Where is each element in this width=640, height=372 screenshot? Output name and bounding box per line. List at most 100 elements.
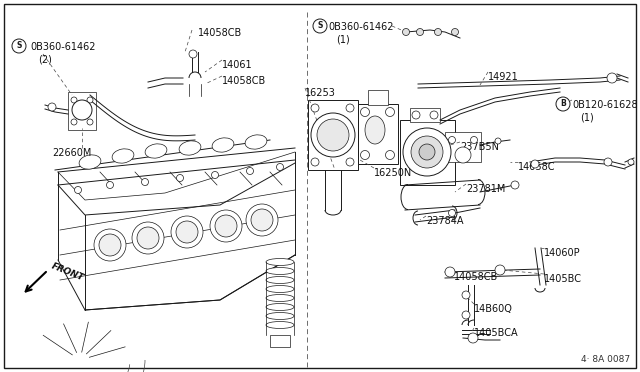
Circle shape: [403, 128, 451, 176]
Bar: [368, 90, 388, 105]
Circle shape: [72, 100, 92, 120]
Circle shape: [48, 103, 56, 111]
Circle shape: [417, 29, 424, 35]
Circle shape: [468, 333, 478, 343]
Text: 16250N: 16250N: [374, 168, 412, 178]
Text: FRONT: FRONT: [50, 262, 85, 283]
Circle shape: [246, 204, 278, 236]
Circle shape: [12, 39, 26, 53]
Ellipse shape: [245, 135, 267, 149]
Circle shape: [215, 215, 237, 237]
Circle shape: [210, 210, 242, 242]
Ellipse shape: [266, 321, 294, 328]
Circle shape: [445, 267, 455, 277]
Circle shape: [171, 216, 203, 248]
Text: 16253: 16253: [305, 88, 336, 98]
Circle shape: [451, 29, 458, 35]
Circle shape: [531, 160, 539, 168]
Text: 0B360-61462: 0B360-61462: [328, 22, 394, 32]
Ellipse shape: [112, 149, 134, 163]
Text: (1): (1): [336, 34, 349, 44]
Circle shape: [177, 174, 184, 182]
Circle shape: [87, 119, 93, 125]
Circle shape: [385, 108, 394, 116]
Text: (1): (1): [580, 112, 594, 122]
Bar: [308, 100, 358, 170]
Text: S: S: [16, 42, 22, 51]
Text: 0B360-61462: 0B360-61462: [30, 42, 95, 52]
Bar: [68, 92, 96, 130]
Circle shape: [311, 113, 355, 157]
Circle shape: [311, 104, 319, 112]
Circle shape: [137, 227, 159, 249]
Ellipse shape: [266, 267, 294, 275]
Text: 23781M: 23781M: [466, 184, 506, 194]
Text: 14921: 14921: [488, 72, 519, 82]
Text: B: B: [560, 99, 566, 109]
Circle shape: [71, 97, 77, 103]
Circle shape: [360, 151, 369, 160]
Text: 23784A: 23784A: [426, 216, 463, 226]
Circle shape: [313, 19, 327, 33]
Circle shape: [419, 144, 435, 160]
Circle shape: [246, 167, 253, 174]
Text: 237B5N: 237B5N: [460, 142, 499, 152]
Ellipse shape: [179, 141, 201, 155]
Circle shape: [176, 221, 198, 243]
Circle shape: [462, 311, 470, 319]
Text: S: S: [317, 22, 323, 31]
Text: 4· 8A 0087: 4· 8A 0087: [581, 355, 630, 364]
Circle shape: [403, 29, 410, 35]
Ellipse shape: [266, 285, 294, 292]
Ellipse shape: [212, 138, 234, 152]
Circle shape: [495, 138, 501, 144]
Text: 14058CB: 14058CB: [222, 76, 266, 86]
Bar: [445, 132, 481, 162]
Circle shape: [411, 136, 443, 168]
Circle shape: [141, 179, 148, 186]
Text: 0B120-61628: 0B120-61628: [572, 100, 637, 110]
Circle shape: [511, 181, 519, 189]
Ellipse shape: [365, 116, 385, 144]
Circle shape: [449, 209, 456, 217]
Text: 1405BC: 1405BC: [544, 274, 582, 284]
Circle shape: [106, 182, 113, 189]
Circle shape: [385, 151, 394, 160]
Circle shape: [435, 29, 442, 35]
Ellipse shape: [79, 155, 101, 169]
Circle shape: [87, 97, 93, 103]
Bar: [400, 120, 455, 185]
Ellipse shape: [266, 304, 294, 311]
Circle shape: [132, 222, 164, 254]
Circle shape: [430, 111, 438, 119]
Circle shape: [99, 234, 121, 256]
Circle shape: [276, 164, 284, 170]
Circle shape: [360, 108, 369, 116]
Circle shape: [346, 158, 354, 166]
Circle shape: [470, 137, 477, 144]
Ellipse shape: [145, 144, 167, 158]
Circle shape: [449, 137, 456, 144]
Bar: [270, 335, 290, 347]
Circle shape: [211, 171, 218, 179]
Bar: [410, 108, 440, 122]
Circle shape: [495, 265, 505, 275]
Ellipse shape: [266, 295, 294, 301]
Text: 14058CB: 14058CB: [454, 272, 499, 282]
Text: 1405BCA: 1405BCA: [474, 328, 518, 338]
Text: 14058C: 14058C: [518, 162, 556, 172]
Bar: [358, 104, 398, 164]
Ellipse shape: [266, 259, 294, 266]
Circle shape: [189, 50, 197, 58]
Circle shape: [94, 229, 126, 261]
Circle shape: [556, 97, 570, 111]
Circle shape: [607, 73, 617, 83]
Text: 14058CB: 14058CB: [198, 28, 243, 38]
Circle shape: [412, 111, 420, 119]
Ellipse shape: [266, 312, 294, 320]
Text: (2): (2): [38, 54, 52, 64]
Text: 14B60Q: 14B60Q: [474, 304, 513, 314]
Circle shape: [251, 209, 273, 231]
Circle shape: [604, 158, 612, 166]
Circle shape: [71, 119, 77, 125]
